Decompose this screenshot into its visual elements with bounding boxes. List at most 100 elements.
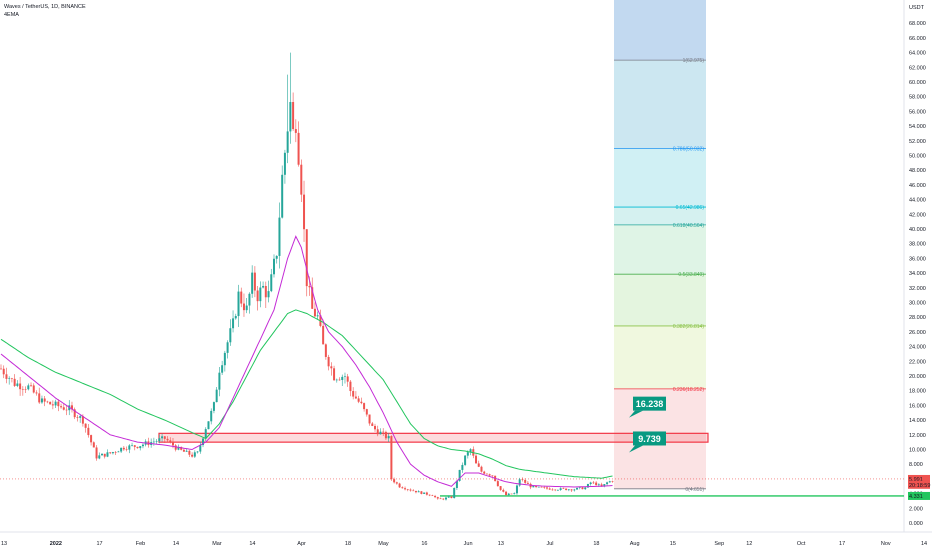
candle-body xyxy=(204,429,207,439)
candle-body xyxy=(65,409,68,411)
candle-body xyxy=(573,489,576,491)
candle-body xyxy=(303,194,306,230)
candle-body xyxy=(229,328,232,343)
candle-body xyxy=(586,484,589,488)
candle-body xyxy=(540,486,543,488)
candle-body xyxy=(199,445,202,452)
candle-body xyxy=(76,417,79,418)
candle-body xyxy=(526,482,529,484)
candle-body xyxy=(245,305,248,311)
y-tick-label: 60.000 xyxy=(909,80,926,86)
candle-body xyxy=(535,485,538,488)
candle-body xyxy=(581,487,584,490)
candle-body xyxy=(521,479,524,480)
candle-body xyxy=(371,423,374,426)
price-tag-label: 5.991 xyxy=(909,477,923,483)
candle-body xyxy=(111,452,114,454)
y-tick-label: 62.000 xyxy=(909,65,926,71)
candle-body xyxy=(215,389,218,403)
x-tick-label: Jul xyxy=(546,541,553,547)
candle-body xyxy=(10,378,13,379)
candle-body xyxy=(499,486,502,490)
candle-body xyxy=(608,481,611,483)
candle-body xyxy=(510,493,513,495)
y-tick-label: 16.000 xyxy=(909,403,926,409)
x-tick-label: May xyxy=(378,541,389,547)
ema-fast-line xyxy=(0,235,613,488)
candle-body xyxy=(131,445,134,446)
candle-body xyxy=(515,485,518,494)
indicator-label[interactable]: 4EMA xyxy=(4,12,19,18)
fib-level-label: 0(4.651) xyxy=(685,487,704,493)
candle-body xyxy=(390,436,393,480)
candle-body xyxy=(114,452,117,453)
y-tick-label: 50.000 xyxy=(909,154,926,160)
candle-body xyxy=(565,488,568,491)
candle-body xyxy=(343,376,346,378)
y-tick-label: 40.000 xyxy=(909,227,926,233)
candle-body xyxy=(349,381,352,392)
x-tick-label: 18 xyxy=(593,541,599,547)
candle-body xyxy=(161,436,164,439)
candle-body xyxy=(556,489,559,491)
candle-body xyxy=(253,272,256,291)
price-callout[interactable]: 9.739 xyxy=(629,431,666,453)
candle-body xyxy=(62,407,65,410)
candle-body xyxy=(327,356,330,367)
candle-body xyxy=(155,441,158,442)
candle-body xyxy=(322,325,325,345)
y-tick-label: 22.000 xyxy=(909,359,926,365)
fib-level-label: 0.786(50.932) xyxy=(673,147,704,153)
candle-body xyxy=(576,487,579,490)
y-tick-label: 24.000 xyxy=(909,345,926,351)
candle-body xyxy=(567,489,570,491)
candle-body xyxy=(141,444,144,447)
candle-body xyxy=(305,229,308,287)
candle-body xyxy=(92,442,95,448)
candle-body xyxy=(27,385,30,390)
fib-band xyxy=(614,60,706,149)
y-tick-label: 28.000 xyxy=(909,315,926,321)
candle-body xyxy=(35,392,38,394)
candle-body xyxy=(210,410,213,422)
price-callout[interactable]: 16.238 xyxy=(629,396,666,418)
candle-body xyxy=(439,498,442,500)
candle-body xyxy=(324,344,327,357)
x-tick-label: Apr xyxy=(297,541,306,547)
candle-body xyxy=(54,401,57,406)
candle-body xyxy=(207,421,210,430)
fib-level-label: 0.236(18.252) xyxy=(673,387,704,393)
candle-body xyxy=(496,481,499,487)
x-tick-label: 14 xyxy=(173,541,179,547)
candle-body xyxy=(513,493,516,495)
fib-level-label: 1(62.975) xyxy=(683,58,705,64)
candle-body xyxy=(308,286,311,288)
candle-body xyxy=(43,398,46,402)
candle-body xyxy=(278,217,281,256)
candle-body xyxy=(234,316,237,319)
y-tick-label: 34.000 xyxy=(909,271,926,277)
candle-body xyxy=(444,497,447,500)
candle-body xyxy=(401,487,404,489)
candle-body xyxy=(133,445,136,447)
candle-body xyxy=(603,484,606,487)
resistance-zone[interactable] xyxy=(158,432,709,443)
candle-body xyxy=(518,479,521,486)
x-tick-label: Mar xyxy=(212,541,222,547)
candle-body xyxy=(87,427,90,436)
callout-box xyxy=(633,396,666,411)
candle-body xyxy=(507,493,510,496)
callout-pointer xyxy=(629,445,643,453)
candle-body xyxy=(382,431,385,433)
candle-body xyxy=(365,409,368,415)
candle-body xyxy=(450,496,453,498)
y-tick-label: 26.000 xyxy=(909,330,926,336)
candle-body xyxy=(300,164,303,195)
fib-band xyxy=(614,274,706,326)
candle-body xyxy=(84,423,87,428)
candle-body xyxy=(13,378,16,386)
candle-body xyxy=(2,368,5,375)
candle-body xyxy=(218,372,221,390)
candle-body xyxy=(174,445,177,450)
